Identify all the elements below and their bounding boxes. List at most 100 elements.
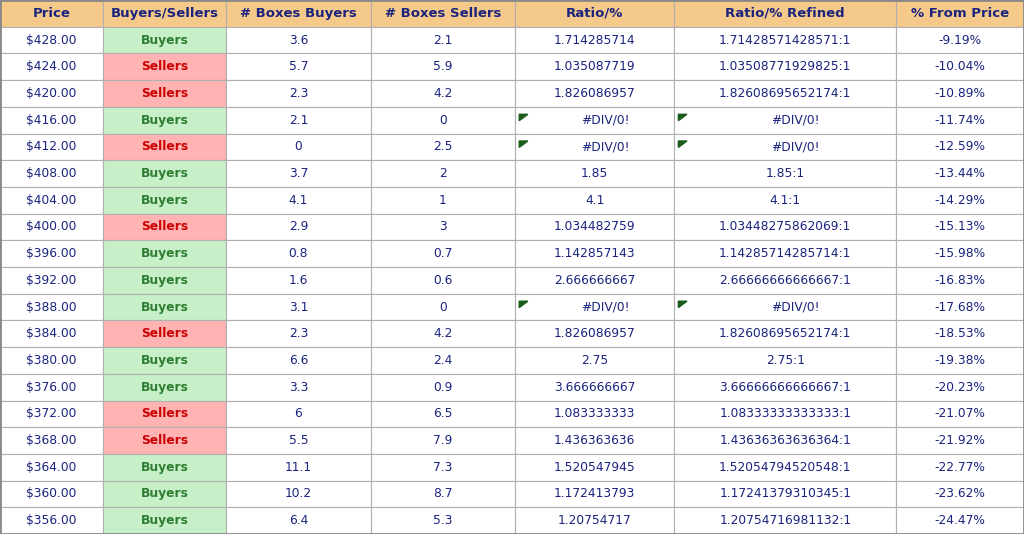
Text: -24.47%: -24.47% [935, 514, 985, 527]
Bar [371, 0, 515, 27]
Text: 1.034482759: 1.034482759 [554, 221, 636, 233]
Text: 5.7: 5.7 [289, 60, 308, 73]
Bar [371, 294, 515, 320]
Bar [226, 294, 371, 320]
Text: $368.00: $368.00 [26, 434, 77, 447]
Text: 8.7: 8.7 [433, 488, 453, 500]
Text: 3.3: 3.3 [289, 381, 308, 394]
Bar [226, 187, 371, 214]
Bar [674, 400, 896, 427]
Bar [515, 134, 674, 160]
Text: Buyers: Buyers [140, 194, 188, 207]
Text: 6.4: 6.4 [289, 514, 308, 527]
Text: -15.13%: -15.13% [935, 221, 986, 233]
Bar [371, 320, 515, 347]
Text: 1.142857143: 1.142857143 [554, 247, 636, 260]
Bar [371, 400, 515, 427]
Text: $420.00: $420.00 [27, 87, 77, 100]
Text: 2.75:1: 2.75:1 [766, 354, 805, 367]
Text: -19.38%: -19.38% [935, 354, 986, 367]
Bar [371, 107, 515, 134]
Bar [226, 507, 371, 534]
Text: -16.83%: -16.83% [935, 274, 986, 287]
Bar [896, 481, 1024, 507]
Text: 1.03448275862069:1: 1.03448275862069:1 [719, 221, 851, 233]
Bar [102, 160, 226, 187]
Text: % From Price: % From Price [911, 7, 1010, 20]
Bar [102, 27, 226, 53]
Bar [515, 481, 674, 507]
Text: 1: 1 [439, 194, 446, 207]
Bar [371, 214, 515, 240]
Bar [102, 294, 226, 320]
Bar [674, 507, 896, 534]
Text: 2: 2 [439, 167, 446, 180]
Text: Buyers: Buyers [140, 301, 188, 313]
Text: $416.00: $416.00 [27, 114, 77, 127]
Bar [515, 294, 674, 320]
Text: 0.7: 0.7 [433, 247, 453, 260]
Text: $380.00: $380.00 [26, 354, 77, 367]
Bar [102, 240, 226, 267]
Bar [896, 427, 1024, 454]
Bar [0, 374, 102, 400]
Text: 1.03508771929825:1: 1.03508771929825:1 [719, 60, 852, 73]
Text: $356.00: $356.00 [26, 514, 77, 527]
Bar [0, 267, 102, 294]
Text: 0: 0 [439, 301, 446, 313]
Bar [102, 53, 226, 80]
Text: 2.3: 2.3 [289, 87, 308, 100]
Bar [102, 427, 226, 454]
Bar [226, 134, 371, 160]
Bar [515, 214, 674, 240]
Text: 2.1: 2.1 [433, 34, 453, 46]
Text: $360.00: $360.00 [27, 488, 77, 500]
Text: Sellers: Sellers [141, 221, 188, 233]
Bar [896, 454, 1024, 481]
Text: 1.08333333333333:1: 1.08333333333333:1 [719, 407, 851, 420]
Bar [674, 214, 896, 240]
Text: 1.82608695652174:1: 1.82608695652174:1 [719, 327, 852, 340]
Text: 6.6: 6.6 [289, 354, 308, 367]
Text: -20.23%: -20.23% [935, 381, 985, 394]
Text: #DIV/0!: #DIV/0! [581, 140, 629, 153]
Bar [674, 427, 896, 454]
Text: Buyers: Buyers [140, 34, 188, 46]
Text: -12.59%: -12.59% [935, 140, 986, 153]
Text: -17.68%: -17.68% [935, 301, 986, 313]
Bar [896, 134, 1024, 160]
Bar [102, 454, 226, 481]
Text: 2.1: 2.1 [289, 114, 308, 127]
Text: 1.52054794520548:1: 1.52054794520548:1 [719, 461, 852, 474]
Text: -11.74%: -11.74% [935, 114, 985, 127]
Polygon shape [519, 301, 527, 308]
Text: Sellers: Sellers [141, 327, 188, 340]
Bar [0, 160, 102, 187]
Text: Buyers: Buyers [140, 274, 188, 287]
Text: 2.66666666666667:1: 2.66666666666667:1 [719, 274, 851, 287]
Bar [0, 507, 102, 534]
Text: 2.3: 2.3 [289, 327, 308, 340]
Text: 2.666666667: 2.666666667 [554, 274, 636, 287]
Text: Ratio/% Refined: Ratio/% Refined [725, 7, 845, 20]
Polygon shape [678, 114, 687, 121]
Bar [102, 374, 226, 400]
Bar [896, 347, 1024, 374]
Bar [896, 53, 1024, 80]
Bar [102, 267, 226, 294]
Text: #DIV/0!: #DIV/0! [771, 140, 820, 153]
Text: Sellers: Sellers [141, 434, 188, 447]
Bar [102, 400, 226, 427]
Bar [0, 240, 102, 267]
Bar [226, 374, 371, 400]
Bar [226, 427, 371, 454]
Text: 3.7: 3.7 [289, 167, 308, 180]
Text: 1.20754717: 1.20754717 [558, 514, 632, 527]
Bar [674, 27, 896, 53]
Text: #DIV/0!: #DIV/0! [581, 114, 629, 127]
Text: $372.00: $372.00 [27, 407, 77, 420]
Bar [896, 214, 1024, 240]
Bar [896, 80, 1024, 107]
Bar [674, 160, 896, 187]
Text: Buyers: Buyers [140, 381, 188, 394]
